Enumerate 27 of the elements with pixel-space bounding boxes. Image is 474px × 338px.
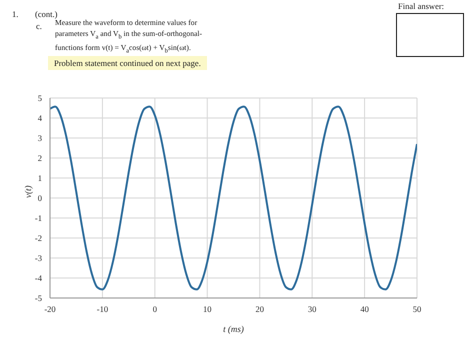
y-tick-label: -1 — [34, 213, 42, 224]
text: (cont.) — [35, 9, 58, 19]
x-tick-label: 50 — [412, 304, 422, 314]
y-tick-label: 5 — [38, 93, 42, 104]
text: c. — [36, 21, 42, 31]
y-tick-label: 1 — [38, 173, 42, 184]
x-tick-label: 10 — [203, 304, 212, 314]
y-tick-label: 4 — [38, 113, 43, 124]
line-series — [50, 106, 417, 290]
text: Final answer: — [398, 1, 444, 11]
x-tick-label: 20 — [255, 304, 264, 314]
x-tick-label: 0 — [152, 304, 157, 314]
x-tick-label: -20 — [44, 304, 56, 314]
y-tick-label: 2 — [38, 153, 42, 164]
text: 1. — [12, 9, 18, 19]
y-tick-label: -3 — [34, 253, 42, 264]
x-tick-label: 40 — [360, 304, 369, 314]
x-tick-label: -10 — [96, 304, 108, 314]
x-axis-title: t (ms) — [223, 324, 244, 334]
y-tick-label: 0 — [38, 193, 42, 204]
x-tick-label: 30 — [308, 304, 316, 314]
y-tick-label: -2 — [34, 233, 42, 244]
y-tick-label: 3 — [38, 133, 42, 144]
y-tick-label: -4 — [34, 273, 43, 284]
y-axis-title: v(t) — [23, 186, 34, 198]
y-tick-label: -5 — [34, 293, 42, 304]
text: Problem statement continued on next page. — [48, 56, 207, 70]
